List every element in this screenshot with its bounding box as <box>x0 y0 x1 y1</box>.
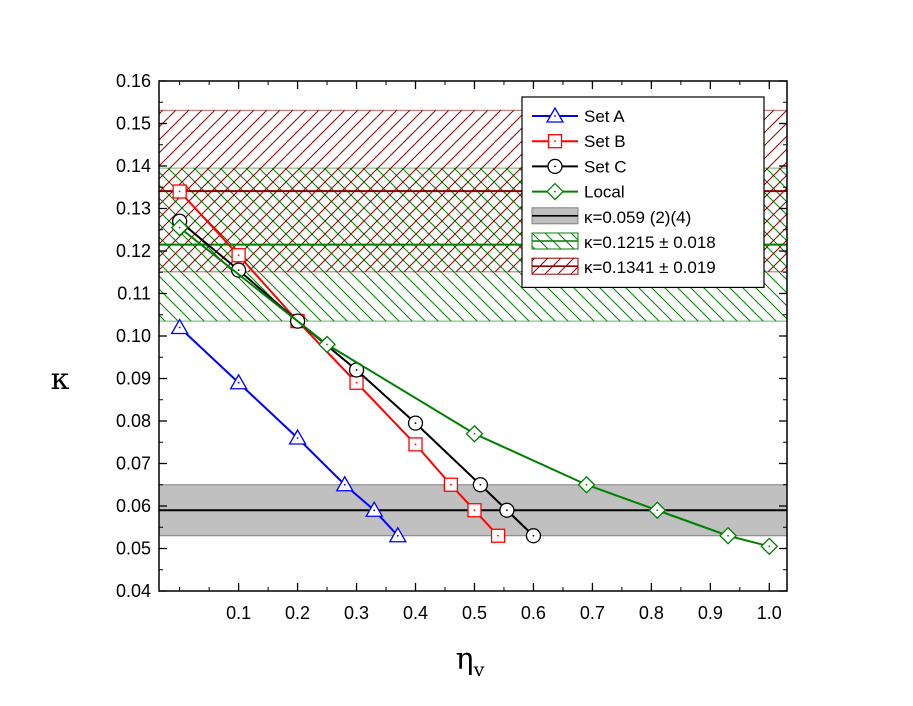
series-set-c-point <box>230 262 247 278</box>
series-set-b-point <box>443 477 459 492</box>
y-tick-label: 0.09 <box>116 369 151 389</box>
series-local-point <box>170 218 189 237</box>
x-tick-label: 0.1 <box>226 603 251 623</box>
x-axis-label-subscript: v <box>473 659 485 681</box>
y-tick-label: 0.10 <box>116 326 151 346</box>
y-tick-label: 0.15 <box>116 114 151 134</box>
legend-set-a-label: Set A <box>584 107 625 126</box>
legend-band-2-label: κ=0.1341 ± 0.019 <box>584 258 716 277</box>
legend-set-c-label: Set C <box>584 157 627 176</box>
series-set-b-point <box>490 528 506 543</box>
legend-set-b-marker <box>547 134 563 149</box>
series-local-point <box>465 424 484 443</box>
series-set-b-point <box>349 375 364 390</box>
legend-band-1-label: κ=0.1215 ± 0.018 <box>584 233 716 252</box>
series-set-b-point <box>467 503 482 518</box>
y-tick-label: 0.07 <box>116 454 151 474</box>
ticks-layer: 0.04 0.05 0.06 0.07 0.08 0.09 0.10 0.11 0.12 0.13… <box>116 71 787 623</box>
x-tick-label: 0.8 <box>639 603 664 623</box>
series-set-c-point <box>525 528 542 544</box>
x-tick-label: 0.9 <box>698 603 723 623</box>
series-local-point <box>719 526 737 545</box>
legend-local-label: Local <box>584 183 625 202</box>
series-set-a-point <box>388 526 407 543</box>
series-local-point <box>648 501 667 520</box>
series-set-a-point <box>288 428 307 445</box>
legend-band-0-label: κ=0.059 (2)(4) <box>584 208 691 227</box>
x-tick-label: 1.0 <box>757 603 782 623</box>
x-tick-label: 0.7 <box>580 603 605 623</box>
x-axis-label: ηv <box>456 642 485 681</box>
series-set-c-point <box>472 477 489 493</box>
series-set-b-point <box>408 437 423 452</box>
y-tick-label: 0.11 <box>117 284 151 304</box>
y-tick-label: 0.16 <box>116 71 151 91</box>
series-set-a-point <box>365 500 384 517</box>
y-tick-label: 0.13 <box>116 199 151 219</box>
series-local-point <box>577 475 596 494</box>
x-tick-label: 0.3 <box>344 603 369 623</box>
y-tick-label: 0.04 <box>116 581 151 601</box>
series-set-b-point <box>172 184 187 199</box>
series-set-a-point <box>335 475 354 492</box>
y-tick-label: 0.06 <box>116 496 151 516</box>
legend-local-marker <box>546 182 564 201</box>
legend-set-b-label: Set B <box>584 132 626 151</box>
series-local-point <box>760 537 779 556</box>
legend: Set A Set B Set C Local κ=0.059 (2)(4) κ=0.12… <box>521 96 765 288</box>
x-tick-label: 0.2 <box>285 603 310 623</box>
series-set-b-point <box>231 248 246 263</box>
x-tick-label: 0.4 <box>403 603 428 623</box>
series-set-a-point <box>229 373 248 390</box>
series-layer <box>170 184 779 556</box>
y-tick-label: 0.12 <box>116 241 151 261</box>
legend-set-a-marker <box>545 106 565 123</box>
series-set-c-point <box>407 415 424 431</box>
legend-set-c-marker <box>547 158 563 175</box>
y-tick-label: 0.08 <box>116 411 151 431</box>
series-set-a-point <box>170 318 189 335</box>
series-local-point <box>318 335 336 354</box>
x-tick-label: 0.5 <box>462 603 487 623</box>
x-tick-label: 0.6 <box>521 603 546 623</box>
series-set-c-point <box>499 502 515 518</box>
y-tick-label: 0.14 <box>116 156 151 176</box>
y-tick-label: 0.05 <box>116 539 151 559</box>
y-axis-label: κ <box>51 362 70 397</box>
